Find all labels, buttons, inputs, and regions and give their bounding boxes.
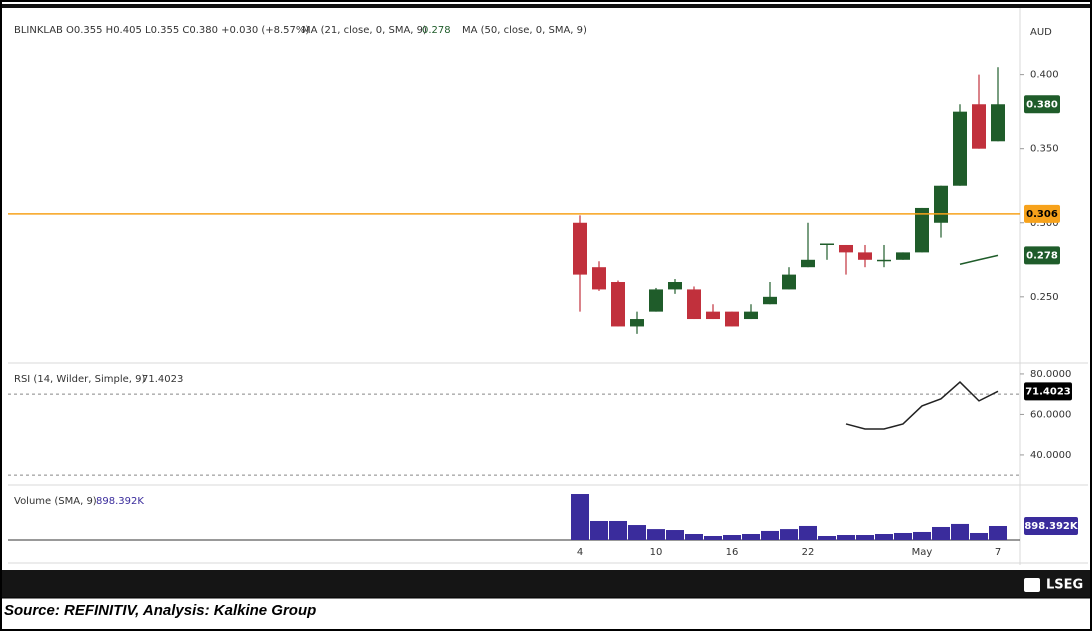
x-tick-label: 16	[726, 547, 739, 558]
y-tick-label: 0.400	[1030, 70, 1059, 81]
candle-body	[744, 311, 758, 320]
candle-body	[706, 311, 720, 320]
ohlc: O0.355 H0.405 L0.355 C0.380 +0.030 (+8.5…	[66, 25, 309, 36]
rsi-line	[845, 381, 999, 430]
volume-bar	[970, 532, 988, 540]
symbol: BLINKLAB	[14, 25, 63, 36]
candle-body	[972, 104, 986, 149]
volume-bar	[799, 525, 817, 540]
hline-tag-bg	[1024, 204, 1060, 223]
volume-bar	[609, 520, 627, 540]
currency-label: AUD	[1030, 27, 1052, 38]
candle-body	[649, 289, 663, 312]
volume-bar	[932, 526, 950, 540]
ma-tag: 0.278	[1026, 250, 1058, 261]
y-tick-label: 40.0000	[1030, 450, 1071, 461]
candle-body	[592, 267, 606, 290]
volume-tag: 898.392K	[1024, 521, 1079, 532]
y-tick-label: 0.350	[1030, 144, 1059, 155]
x-tick-label: 10	[650, 547, 663, 558]
volume-bar	[571, 494, 589, 540]
y-tick-label: 60.0000	[1030, 409, 1071, 420]
volume-bar	[913, 531, 931, 540]
x-tick-label: May	[912, 547, 933, 558]
y-tick-label: 0.300	[1030, 218, 1059, 229]
x-tick-label: 22	[802, 547, 815, 558]
y-tick-label: 80.0000	[1030, 369, 1071, 380]
volume-bar	[742, 533, 760, 540]
volume-bar	[647, 529, 665, 540]
volume-bar	[780, 529, 798, 540]
candle-body	[877, 259, 891, 262]
y-tick-label: 0.250	[1030, 292, 1059, 303]
volume-bar	[951, 523, 969, 540]
legend: Volume (SMA, 9)	[14, 496, 97, 507]
volume-bar	[894, 532, 912, 540]
ma-line	[959, 254, 999, 265]
candle-body	[991, 104, 1005, 142]
volume-bar	[590, 520, 608, 540]
brand-logo	[1024, 578, 1040, 592]
volume-tag-bg	[1024, 516, 1078, 535]
candle-body	[687, 289, 701, 320]
rsi-tag-bg	[1024, 382, 1072, 401]
x-tick-label: 4	[577, 547, 583, 558]
rsi-tag: 71.4023	[1025, 386, 1071, 397]
ma-legend-value: 0.278	[422, 25, 451, 36]
price-tag-bg	[1024, 95, 1060, 114]
top-band	[2, 4, 1090, 8]
volume-bar	[761, 530, 779, 540]
volume-bar	[723, 535, 741, 540]
volume-bar	[704, 535, 722, 540]
ma-tag-bg	[1024, 246, 1060, 265]
volume-bar	[856, 535, 874, 540]
source: Source: REFINITIV, Analysis: Kalkine Gro…	[4, 602, 316, 619]
x-tick-label: 7	[995, 547, 1001, 558]
ma-legend: MA (50, close, 0, SMA, 9)	[462, 25, 587, 36]
candle-body	[668, 282, 682, 290]
candle-body	[820, 243, 834, 245]
candle-body	[839, 244, 853, 253]
candle-body	[896, 252, 910, 260]
candle-body	[953, 111, 967, 186]
volume-bar	[685, 533, 703, 540]
hline-tag: 0.306	[1026, 209, 1058, 220]
legend-value: 898.392K	[96, 496, 144, 507]
volume-bar	[628, 525, 646, 540]
legend-value: 71.4023	[142, 374, 183, 385]
volume-bar	[666, 530, 684, 540]
candle-body	[934, 185, 948, 223]
candle-body	[630, 319, 644, 327]
brand: LSEG	[1046, 578, 1083, 593]
candle-body	[573, 222, 587, 275]
volume-bar	[818, 535, 836, 540]
volume-bar	[875, 533, 893, 540]
candle-body	[858, 252, 872, 260]
volume-bar	[989, 525, 1007, 540]
legend: RSI (14, Wilder, Simple, 9)	[14, 374, 145, 385]
candle-body	[725, 311, 739, 327]
ma-legend: MA (21, close, 0, SMA, 9)	[302, 25, 427, 36]
candle-body	[611, 282, 625, 327]
candle-body	[763, 296, 777, 305]
price-tag: 0.380	[1026, 99, 1058, 110]
candle-body	[915, 207, 929, 253]
candle-body	[801, 259, 815, 268]
volume-bar	[837, 535, 855, 540]
candle-body	[782, 274, 796, 290]
footer-band	[2, 570, 1090, 598]
